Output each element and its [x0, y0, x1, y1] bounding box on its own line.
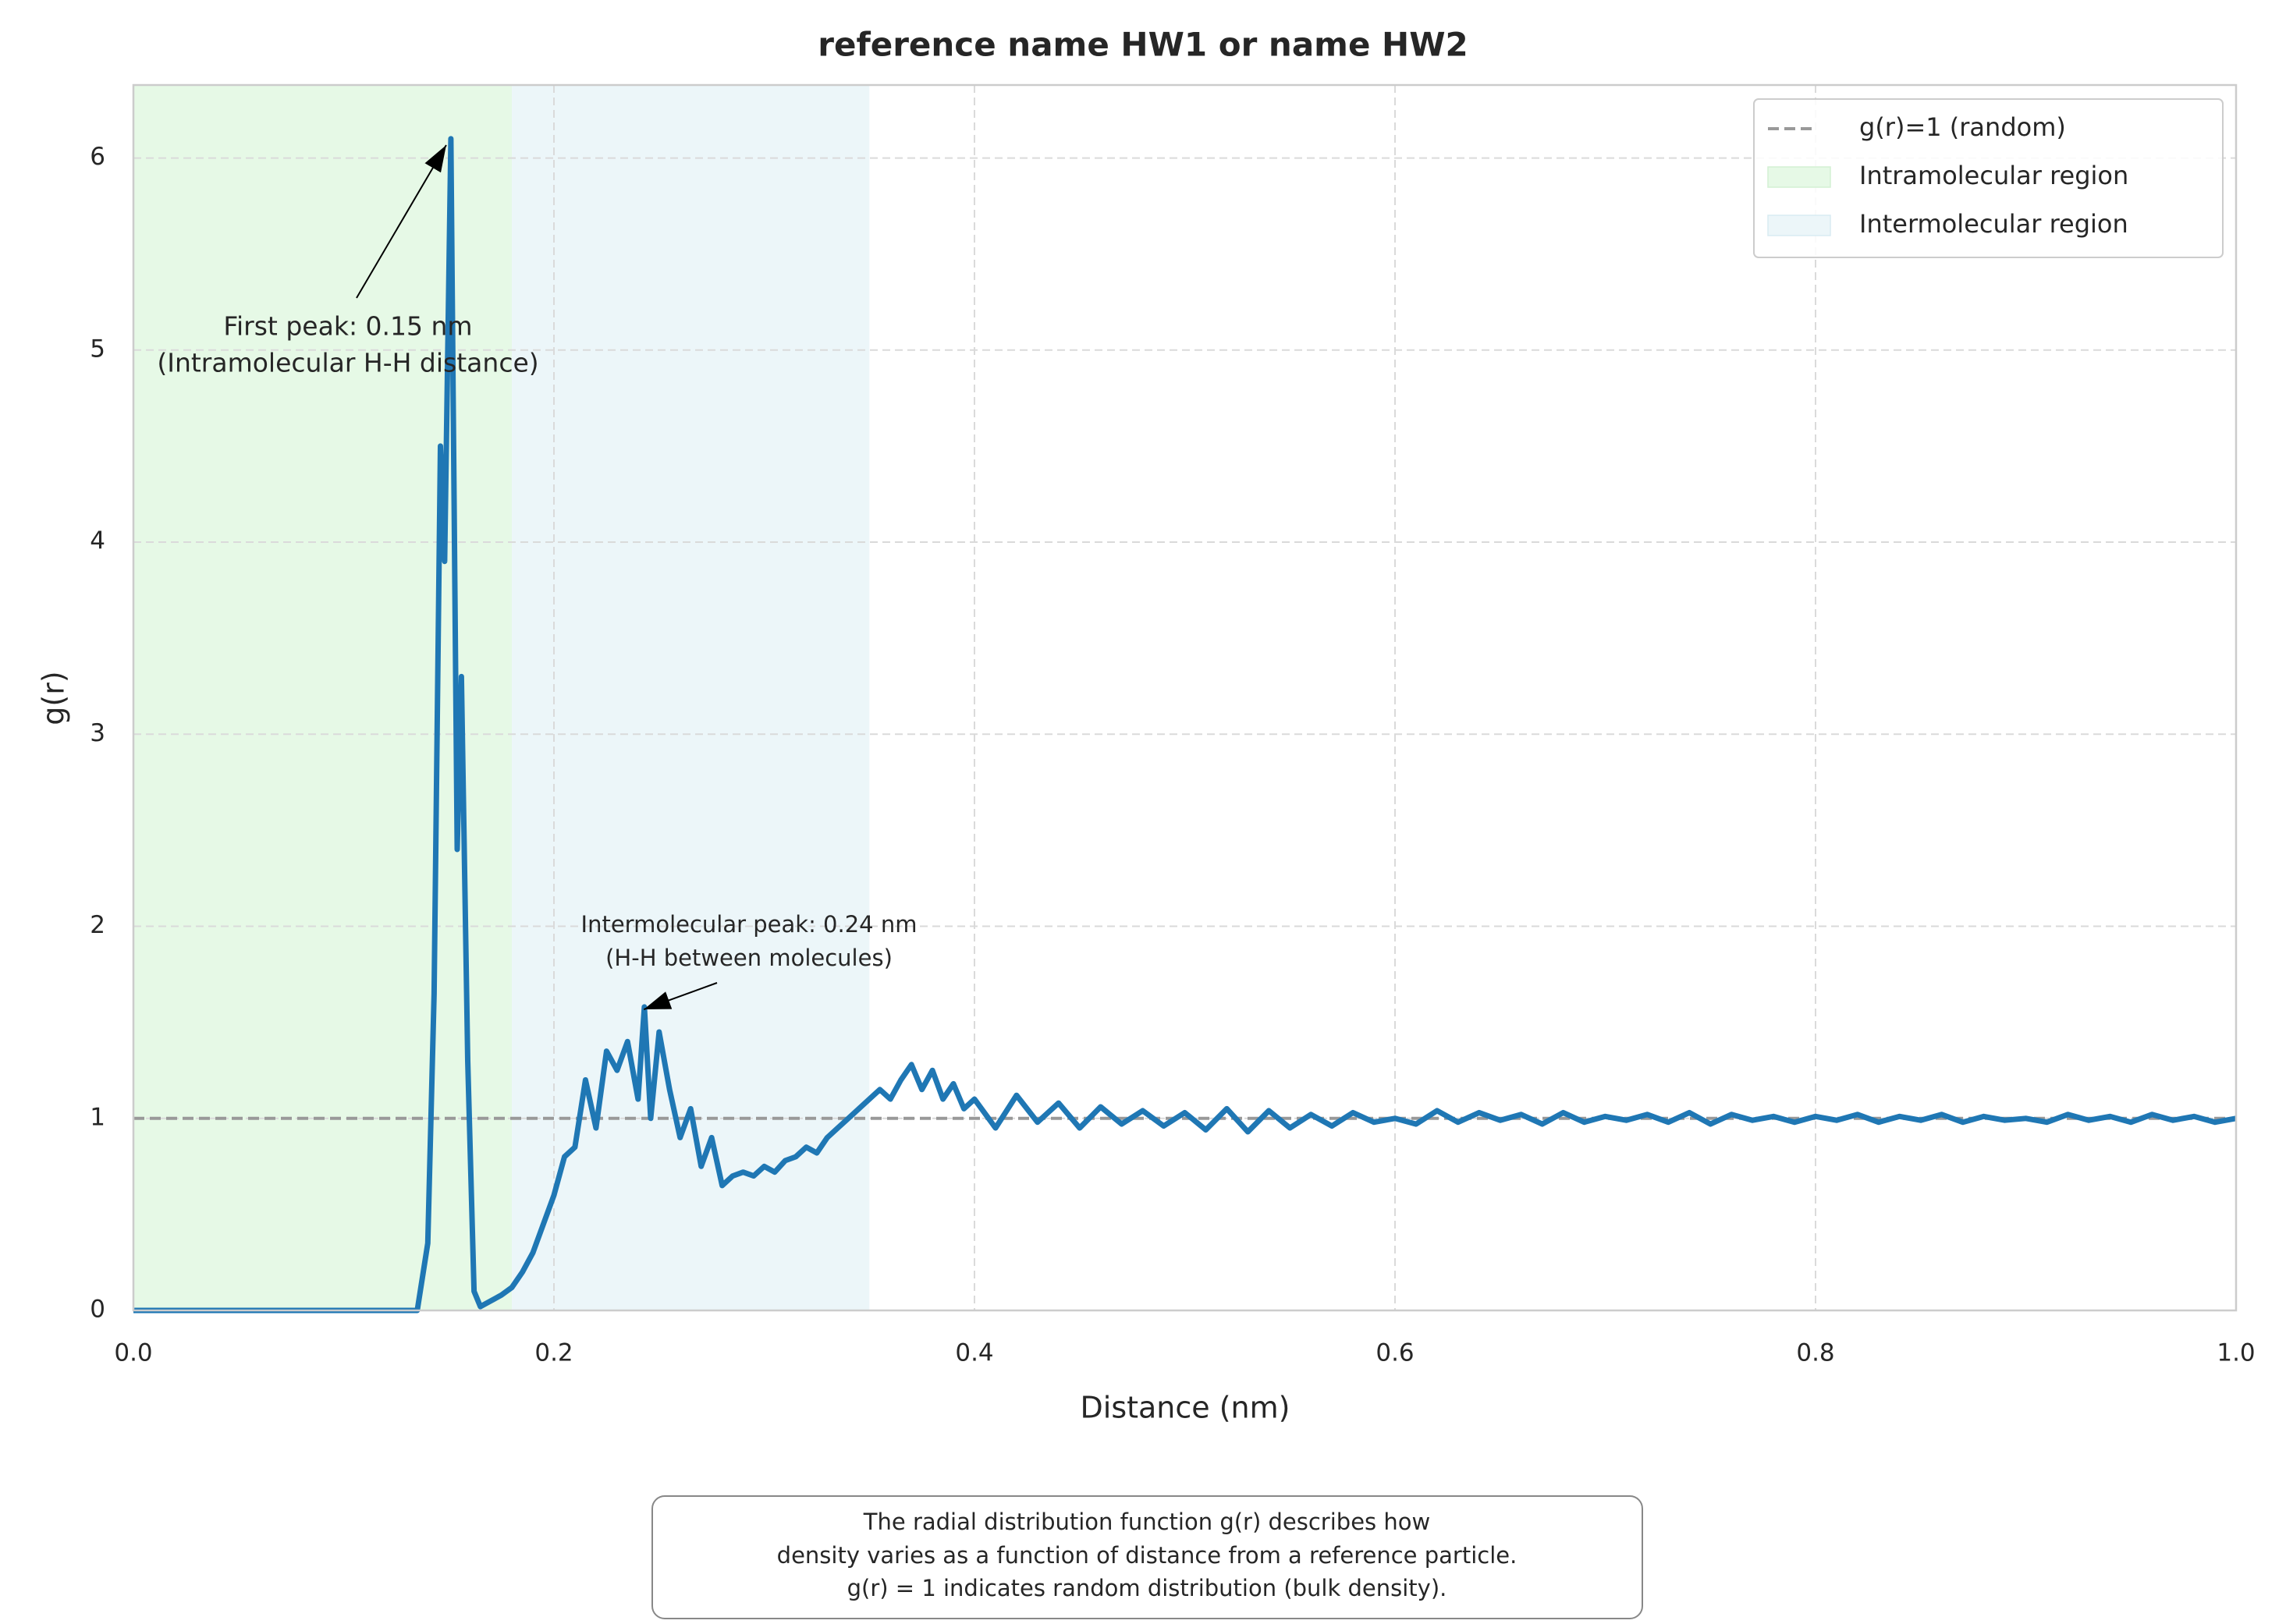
x-tick-label: 0.0 [114, 1339, 152, 1367]
legend-label: g(r)=1 (random) [1859, 112, 2066, 142]
note-text: density varies as a function of distance… [777, 1542, 1517, 1569]
x-tick-label: 0.8 [1796, 1339, 1834, 1367]
y-tick-label: 1 [90, 1103, 105, 1131]
note-text: g(r) = 1 indicates random distribution (… [847, 1575, 1447, 1601]
x-tick-label: 0.2 [534, 1339, 573, 1367]
axes-frame [132, 83, 2238, 1312]
annotation-arrow [356, 144, 447, 299]
annotation-arrow [643, 982, 718, 1010]
x-tick-label: 0.4 [955, 1339, 993, 1367]
legend-swatch [1767, 215, 1831, 236]
note-text: The radial distribution function g(r) de… [863, 1509, 1430, 1535]
shaded-region [512, 85, 870, 1310]
y-tick-label: 3 [90, 719, 105, 747]
annotation-text: First peak: 0.15 nm [223, 311, 472, 342]
legend-box [1753, 98, 2224, 258]
y-tick-label: 6 [90, 143, 105, 171]
y-axis-label: g(r) [37, 671, 71, 725]
y-tick-label: 0 [90, 1296, 105, 1324]
x-axis-label: Distance (nm) [1081, 1391, 1290, 1425]
x-tick-label: 0.6 [1376, 1339, 1414, 1367]
annotation-text: (Intramolecular H-H distance) [157, 348, 538, 378]
legend-swatch [1767, 166, 1831, 188]
note-box [651, 1495, 1643, 1619]
chart-title: reference name HW1 or name HW2 [818, 26, 1468, 64]
y-tick-label: 4 [90, 527, 105, 555]
annotation-text: (H-H between molecules) [605, 945, 893, 971]
annotation-text: Intermolecular peak: 0.24 nm [581, 911, 918, 938]
x-tick-label: 1.0 [2217, 1339, 2255, 1367]
y-tick-label: 5 [90, 335, 105, 363]
legend-label: Intermolecular region [1859, 209, 2128, 239]
legend-label: Intramolecular region [1859, 161, 2128, 190]
y-tick-label: 2 [90, 911, 105, 939]
